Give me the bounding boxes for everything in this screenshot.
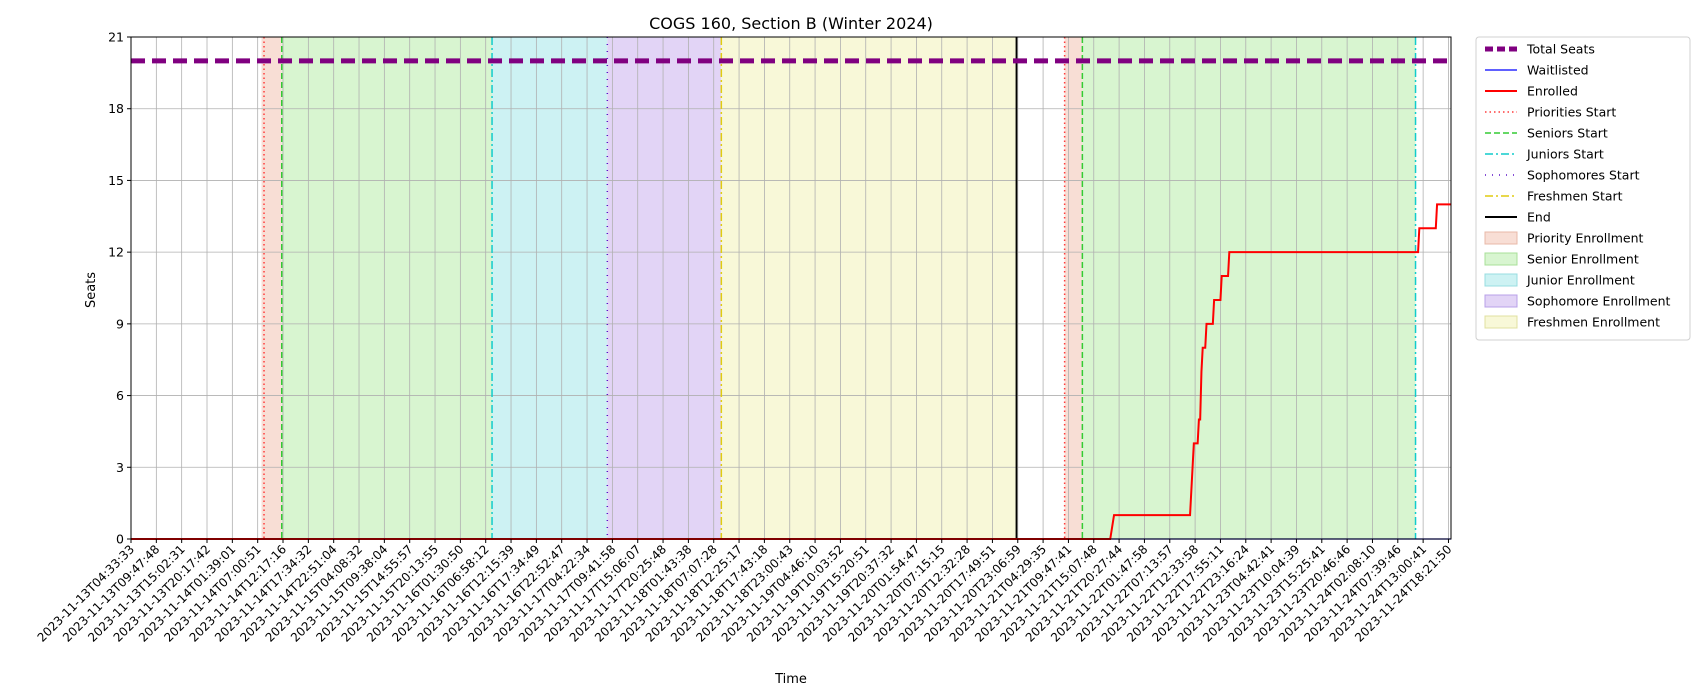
x-axis-ticks: 2023-11-13T04:33:332023-11-13T09:47:4820… — [35, 539, 1455, 645]
enrolled-series — [131, 203, 1451, 540]
junior-enrollment-legend-swatch — [1484, 273, 1518, 287]
legend-label: End — [1527, 210, 1551, 225]
priority-enrollment-region — [261, 37, 282, 539]
legend-label: Sophomore Enrollment — [1527, 294, 1671, 309]
grid-lines — [130, 36, 1451, 540]
junior-enrollment-region — [492, 37, 608, 539]
legend-label: Priorities Start — [1527, 105, 1616, 120]
priority-enrollment-legend-swatch — [1484, 231, 1518, 245]
y-tick-label: 3 — [116, 460, 124, 475]
legend-label: Freshmen Enrollment — [1527, 315, 1660, 330]
legend-label: Waitlisted — [1527, 63, 1589, 78]
priority-enrollment-region — [1064, 37, 1083, 539]
legend-label: Sophomores Start — [1527, 168, 1640, 183]
y-tick-label: 18 — [108, 101, 124, 116]
y-tick-label: 15 — [108, 173, 124, 188]
legend-label: Enrolled — [1527, 84, 1578, 99]
y-tick-label: 0 — [116, 532, 124, 547]
event-lines — [263, 37, 1417, 539]
plot-frame — [130, 36, 1452, 540]
y-axis-label: Seats — [84, 272, 99, 308]
legend-label: Senior Enrollment — [1527, 252, 1639, 267]
legend: Total Seats Waitlisted Enrolled Priorities … — [1475, 36, 1691, 341]
y-tick-label: 6 — [116, 388, 124, 403]
legend-label: Juniors Start — [1526, 147, 1604, 162]
senior-enrollment-legend-swatch — [1484, 252, 1518, 266]
y-tick-label: 12 — [108, 245, 124, 260]
legend-label: Priority Enrollment — [1527, 231, 1644, 246]
y-tick-label: 21 — [108, 30, 124, 45]
x-axis-label: Time — [774, 672, 807, 687]
freshmen-enrollment-legend-swatch — [1484, 315, 1518, 329]
legend-label: Junior Enrollment — [1526, 273, 1635, 288]
y-tick-label: 9 — [116, 316, 124, 331]
shaded-regions — [261, 37, 1416, 539]
chart-title: COGS 160, Section B (Winter 2024) — [649, 14, 933, 33]
sophomore-enrollment-legend-swatch — [1484, 294, 1518, 308]
legend-label: Freshmen Start — [1527, 189, 1623, 204]
y-axis-ticks: 0 3 6 9 12 15 18 21 — [108, 30, 131, 547]
legend-label: Seniors Start — [1527, 126, 1608, 141]
senior-enrollment-region — [281, 37, 493, 539]
freshmen-enrollment-region — [721, 37, 1017, 539]
legend-label: Total Seats — [1526, 42, 1595, 57]
senior-enrollment-region — [1082, 37, 1416, 539]
sophomore-enrollment-region — [607, 37, 722, 539]
legend-box — [1475, 36, 1691, 341]
